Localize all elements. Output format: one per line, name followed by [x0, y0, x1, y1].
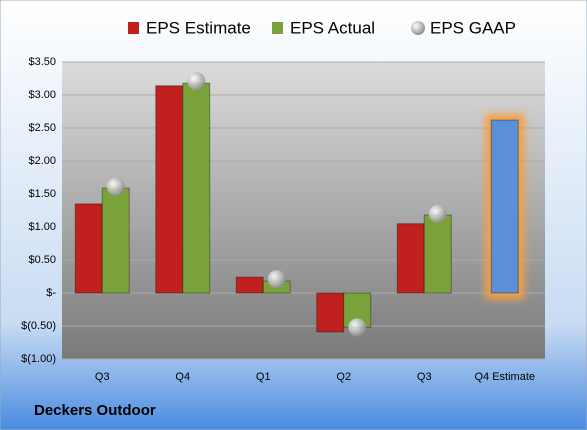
legend-label: EPS GAAP	[430, 18, 516, 37]
y-tick-label: $-	[46, 287, 56, 299]
legend-marker	[128, 22, 139, 34]
legend-label: EPS Actual	[290, 18, 375, 37]
y-tick-label: $(0.50)	[21, 320, 56, 332]
gaap-marker	[187, 72, 206, 91]
bar	[316, 292, 345, 333]
bar	[490, 119, 519, 294]
x-tick-label: Q2	[336, 371, 351, 383]
x-tick-label: Q4 Estimate	[474, 371, 535, 383]
y-tick-label: $2.00	[28, 155, 56, 167]
bar	[101, 187, 130, 294]
legend-label: EPS Estimate	[146, 18, 251, 37]
bar	[396, 223, 425, 294]
footer: Deckers Outdoor	[34, 402, 156, 419]
y-tick-label: $1.00	[28, 221, 56, 233]
gaap-marker	[348, 318, 367, 337]
y-tick-label: $(1.00)	[21, 353, 56, 365]
x-tick-label: Q4	[175, 371, 190, 383]
plot-area	[62, 62, 545, 359]
bar	[182, 82, 211, 294]
gaap-marker	[106, 177, 125, 196]
legend-marker	[272, 22, 283, 34]
x-tick-label: Q1	[256, 371, 271, 383]
gaap-marker	[267, 270, 286, 289]
bar	[423, 214, 452, 294]
bar	[235, 276, 264, 294]
y-tick-label: $3.50	[28, 56, 56, 68]
bar	[155, 85, 184, 294]
bar	[74, 203, 103, 294]
x-tick-label: Q3	[417, 371, 432, 383]
y-tick-label: $1.50	[28, 188, 56, 200]
x-tick-label: Q3	[95, 371, 110, 383]
legend-marker	[411, 21, 425, 35]
y-tick-label: $3.00	[28, 89, 56, 101]
y-tick-label: $2.50	[28, 122, 56, 134]
y-tick-label: $0.50	[28, 254, 56, 266]
gaap-marker	[428, 204, 447, 223]
